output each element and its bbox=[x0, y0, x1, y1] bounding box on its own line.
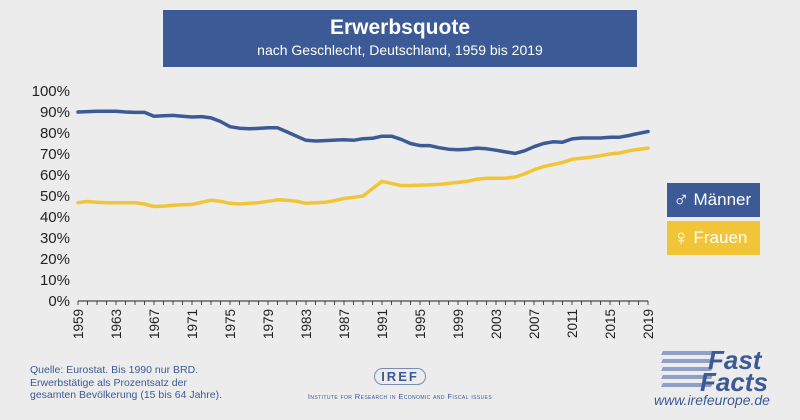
chart-title: Erwerbsquote bbox=[329, 16, 471, 39]
y-tick-label: 0% bbox=[48, 293, 70, 310]
x-tick-label: 1963 bbox=[109, 309, 124, 339]
y-tick-label: 20% bbox=[40, 251, 70, 268]
brand-url: www.irefeurope.de bbox=[654, 392, 770, 408]
legend-label-women: Frauen bbox=[693, 228, 748, 247]
brand-line-2: Facts bbox=[700, 367, 768, 397]
y-tick-label: 90% bbox=[40, 104, 70, 121]
iref-logo: IREF Institute for Research in Economic … bbox=[300, 368, 500, 401]
source-note: Quelle: Eurostat. Bis 1990 nur BRD. Erwe… bbox=[30, 364, 222, 402]
x-tick-label: 1971 bbox=[185, 309, 200, 339]
y-tick-label: 80% bbox=[40, 125, 70, 142]
y-tick-label: 50% bbox=[40, 188, 70, 205]
x-tick-label: 2007 bbox=[527, 309, 542, 339]
iref-logo-mark: IREF bbox=[374, 368, 426, 385]
chart-subtitle: nach Geschlecht, Deutschland, 1959 bis 2… bbox=[257, 42, 543, 58]
x-tick-label: 2015 bbox=[603, 309, 618, 339]
x-tick-label: 1975 bbox=[223, 309, 238, 339]
female-symbol-icon: ♀ bbox=[673, 225, 690, 250]
iref-tagline: Institute for Research in Economic and F… bbox=[307, 392, 493, 401]
x-tick-label: 1959 bbox=[71, 309, 86, 339]
y-tick-label: 30% bbox=[40, 230, 70, 247]
legend-label-men: Männer bbox=[693, 190, 752, 209]
x-tick-label: 1983 bbox=[299, 309, 314, 339]
legend-item-men: ♂ Männer bbox=[667, 183, 760, 217]
y-tick-label: 70% bbox=[40, 146, 70, 163]
y-tick-label: 100% bbox=[32, 83, 70, 100]
series-line-men bbox=[76, 109, 650, 156]
x-tick-label: 1991 bbox=[375, 309, 390, 339]
x-tick-label: 1987 bbox=[337, 309, 352, 339]
x-tick-label: 1967 bbox=[147, 309, 162, 339]
y-tick-label: 60% bbox=[40, 167, 70, 184]
male-symbol-icon: ♂ bbox=[673, 187, 690, 212]
x-tick-label: 2019 bbox=[641, 309, 656, 339]
source-line-2: Erwerbstätige als Prozentsatz der bbox=[30, 376, 187, 389]
chart-title-banner: Erwerbsquote nach Geschlecht, Deutschlan… bbox=[163, 10, 637, 67]
y-tick-label: 10% bbox=[40, 272, 70, 289]
source-line-1: Quelle: Eurostat. Bis 1990 nur BRD. bbox=[30, 364, 199, 376]
brand-line-1: Fast bbox=[708, 345, 762, 375]
fast-facts-logo: Fast Facts www.irefeurope.de bbox=[650, 345, 790, 411]
source-line-3: gesamten Bevölkerung (15 bis 64 Jahre). bbox=[30, 389, 223, 401]
x-tick-label: 1979 bbox=[261, 309, 276, 339]
series-line-women bbox=[76, 146, 650, 209]
legend-item-women: ♀ Frauen bbox=[667, 221, 760, 255]
x-tick-label: 2011 bbox=[565, 309, 580, 338]
x-tick-label: 2003 bbox=[489, 309, 504, 339]
y-tick-label: 40% bbox=[40, 209, 70, 226]
x-tick-label: 1995 bbox=[413, 309, 428, 339]
x-tick-label: 1999 bbox=[451, 309, 466, 339]
